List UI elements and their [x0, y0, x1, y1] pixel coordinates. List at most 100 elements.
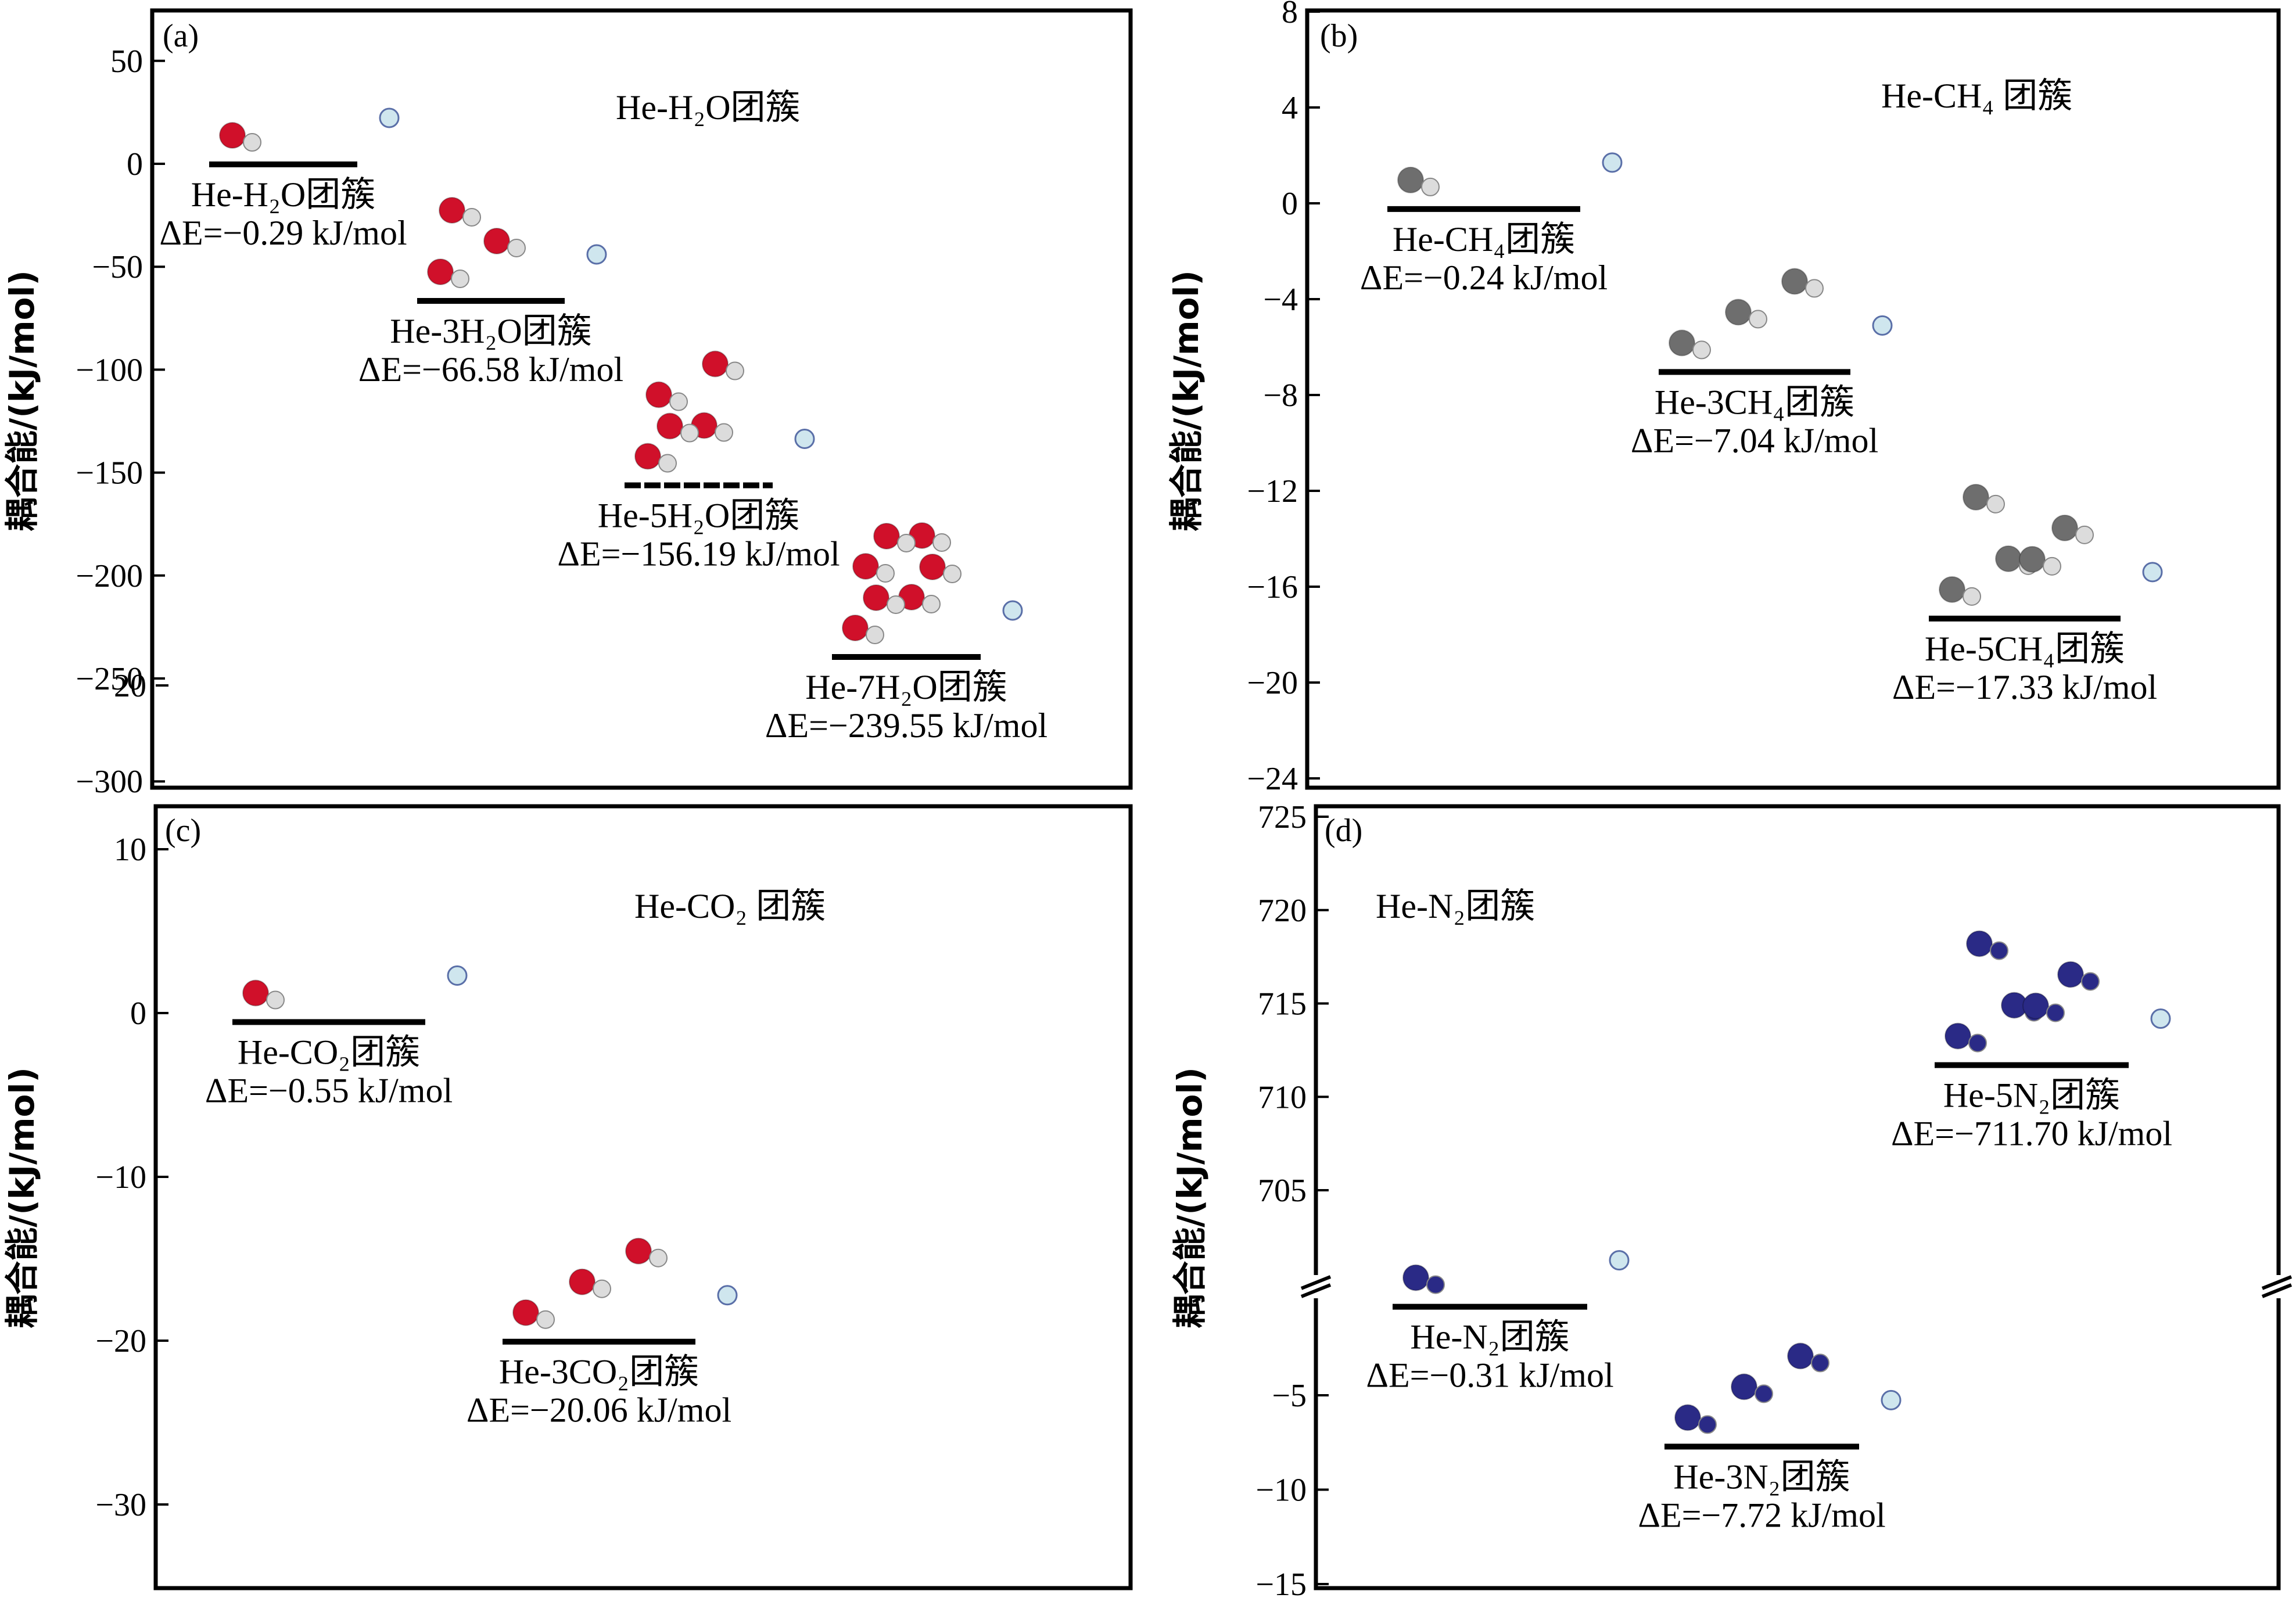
atom [1811, 1353, 1829, 1373]
atom [1966, 930, 1993, 957]
level-name: He-5CH₄团簇 [1925, 630, 2125, 668]
molecule-cluster-icon [842, 522, 1023, 644]
panel-b-title: He-CH₄ 团簇 [1881, 77, 2072, 115]
atom [1731, 1373, 1757, 1401]
atom [242, 979, 269, 1007]
y-tick-label: 0 [127, 146, 143, 182]
atom [2075, 525, 2094, 544]
level-name: He-3CO₂团簇 [499, 1353, 699, 1391]
molecule-cluster-icon [1939, 483, 2163, 606]
atom [427, 258, 454, 285]
atom [656, 412, 683, 440]
level-name: He-CH₄团簇 [1393, 220, 1575, 258]
level-energy: ΔE=−20.06 kJ/mol [467, 1391, 731, 1430]
panel-d-frame [1314, 804, 2281, 1590]
molecule-cluster-icon [1674, 1342, 1902, 1434]
y-tick-label: 705 [1258, 1173, 1307, 1209]
atom [1426, 1275, 1445, 1294]
atom [439, 196, 465, 224]
level-energy: ΔE=−0.55 kJ/mol [205, 1072, 453, 1110]
y-tick-label: 725 [1258, 799, 1307, 835]
atom [669, 392, 688, 411]
atom [876, 563, 895, 583]
atom [1939, 576, 1965, 603]
level-energy: ΔE=−156.19 kJ/mol [557, 535, 840, 573]
atom [1986, 494, 2005, 513]
helium-atom [717, 1285, 738, 1306]
y-tick-label: −150 [76, 455, 143, 491]
y-tick-label: −20 [1247, 665, 1298, 701]
atom [625, 1237, 652, 1265]
y-tick-label: −8 [1263, 378, 1298, 414]
atom [451, 269, 469, 288]
helium-atom [586, 244, 607, 265]
molecule-cluster-icon [1945, 930, 2171, 1053]
atom [866, 625, 884, 644]
level-name: He-CO₂团簇 [238, 1033, 420, 1072]
panel-a-frame [150, 8, 1133, 790]
y-tick-label: 0 [1282, 186, 1298, 222]
atom [634, 443, 661, 470]
y-tick-label: 0 [130, 996, 146, 1032]
helium-atom [447, 965, 468, 986]
panel-b: (b) He-CH₄ 团簇 耦合能/(kJ/mol) 8 4 0 −4 −8 −12 −16… [1167, 0, 2281, 797]
atom [2022, 992, 2049, 1019]
atom [1963, 587, 1981, 606]
helium-atom [794, 429, 815, 450]
atom [266, 990, 285, 1010]
level-energy: ΔE=−7.72 kJ/mol [1638, 1496, 1885, 1534]
level-name: He-3CH₄团簇 [1655, 383, 1854, 421]
molecule-cluster-icon [427, 196, 607, 288]
level-energy: ΔE=−239.55 kJ/mol [765, 706, 1047, 745]
atom [922, 594, 941, 613]
level-energy: ΔE=−66.58 kJ/mol [358, 350, 623, 389]
atom [702, 350, 729, 378]
y-tick-label: 20 [114, 668, 146, 704]
level-energy: ΔE=−711.70 kJ/mol [1891, 1115, 2172, 1153]
panel-c-title: He-CO₂ 团簇 [634, 887, 826, 925]
y-tick-label: 4 [1282, 90, 1298, 126]
panel-c: (c) He-CO₂ 团簇 耦合能/(kJ/mol) 20 10 0 −10 −20 −3… [2, 668, 1133, 1590]
atom [2019, 545, 2046, 573]
y-tick-label: −200 [76, 558, 143, 594]
atom [680, 423, 699, 443]
atom [569, 1268, 595, 1295]
atom [512, 1299, 539, 1326]
atom [2046, 1003, 2065, 1022]
atom [1669, 329, 1695, 357]
atom [243, 133, 261, 152]
y-tick-label: 715 [1258, 986, 1307, 1022]
atom [1781, 268, 1808, 295]
panel-a-title: He-H₂O团簇 [616, 88, 801, 127]
atom [593, 1279, 611, 1298]
level-name: He-3H₂O团簇 [390, 312, 592, 350]
panel-c-label: (c) [165, 813, 201, 849]
y-tick-label: −100 [76, 352, 143, 388]
atom [645, 381, 672, 408]
atom [1995, 545, 2022, 572]
y-tick-label: −5 [1272, 1378, 1307, 1414]
helium-atom [1602, 152, 1623, 173]
y-tick-label: 50 [110, 44, 143, 80]
panel-d-ylabel: 耦合能/(kJ/mol) [1170, 1067, 1210, 1328]
panel-d-yaxis: 725 720 715 710 705 −5 −10 −15 [1255, 799, 1329, 1598]
level-name: He-7H₂O团簇 [805, 668, 1007, 706]
level-energy: ΔE=−0.24 kJ/mol [1360, 258, 1608, 297]
y-tick-label: −24 [1247, 761, 1298, 797]
molecule-cluster-icon [1402, 1250, 1630, 1294]
y-tick-label: −10 [1255, 1473, 1307, 1509]
panel-d-label: (d) [1325, 813, 1362, 849]
y-tick-label: −250 [76, 661, 143, 697]
atom [2057, 961, 2084, 988]
